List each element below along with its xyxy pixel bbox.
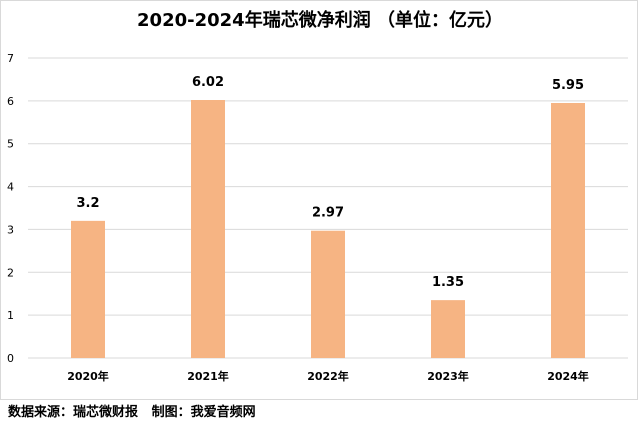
data-label: 3.2 [76,196,99,211]
chart-frame [0,0,638,400]
data-label: 1.35 [432,275,464,290]
y-tick-label: 1 [7,309,14,322]
y-tick-label: 7 [7,52,14,65]
chart-title: 2020-2024年瑞芯微净利润 （单位：亿元） [137,10,503,31]
data-label: 5.95 [552,78,584,93]
labels: 0 1 2 3 4 5 6 7 3.2 2020年 6.02 2021年 2.97 2022年 1.35 20… [7,52,589,383]
bars [71,100,585,358]
data-label: 2.97 [312,206,344,221]
bar [431,300,465,358]
bar [311,230,345,358]
bar-chart: 0 1 2 3 4 5 6 7 3.2 2020年 6.02 2021年 2.97 2022年 1.35 20… [7,52,628,383]
x-category-label: 2024年 [547,369,589,383]
y-tick-label: 0 [7,352,14,365]
bar [551,103,585,358]
bar [191,100,225,358]
y-tick-label: 2 [7,266,14,279]
x-category-label: 2021年 [187,369,229,383]
x-category-label: 2020年 [67,369,109,383]
bar [71,220,105,358]
data-label: 6.02 [192,75,224,90]
x-category-label: 2022年 [307,369,349,383]
y-tick-label: 4 [7,181,14,194]
y-tick-label: 6 [7,95,14,108]
source-note: 数据来源：瑞芯微财报 制图：我爱音频网 [8,405,256,420]
y-tick-label: 5 [7,138,14,151]
y-tick-label: 3 [7,223,14,236]
x-category-label: 2023年 [427,369,469,383]
